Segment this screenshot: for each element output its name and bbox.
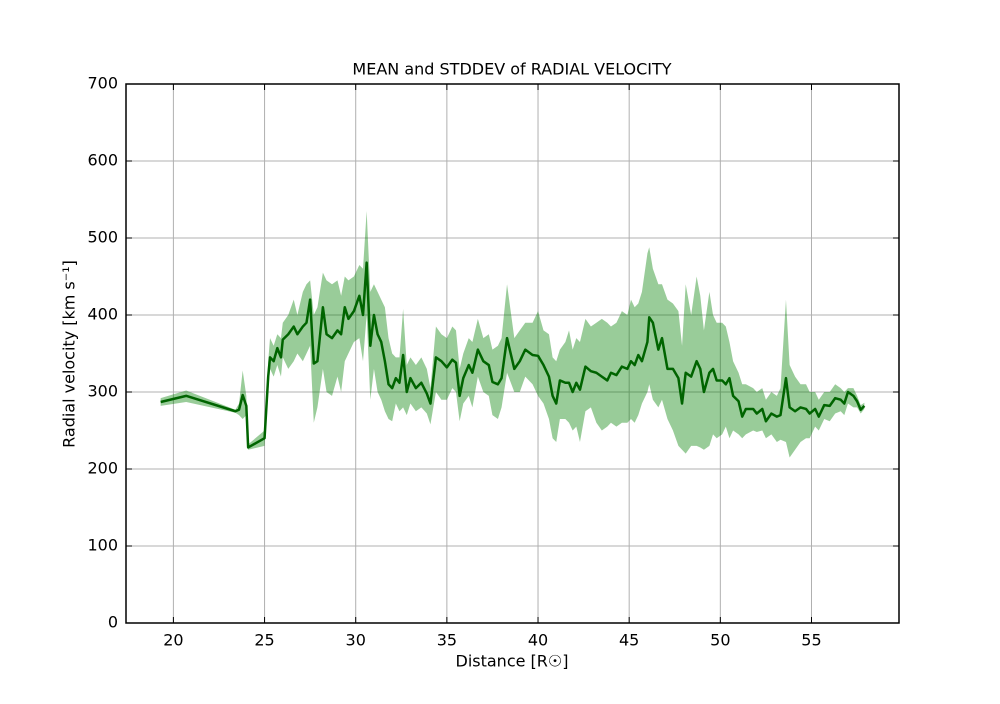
x-tick-label: 55 xyxy=(801,631,821,650)
x-tick-label: 30 xyxy=(346,631,366,650)
y-tick-label: 500 xyxy=(87,228,118,247)
y-tick-label: 700 xyxy=(87,74,118,93)
x-tick-label: 35 xyxy=(437,631,457,650)
x-tick-label: 40 xyxy=(528,631,548,650)
y-tick-label: 600 xyxy=(87,151,118,170)
x-tick-label: 50 xyxy=(710,631,730,650)
y-tick-label: 100 xyxy=(87,536,118,555)
chart-title: MEAN and STDDEV of RADIAL VELOCITY xyxy=(352,60,671,79)
y-tick-label: 0 xyxy=(108,613,118,632)
y-axis-label: Radial velocity [km s⁻¹] xyxy=(60,260,79,448)
y-tick-label: 200 xyxy=(87,459,118,478)
stddev-band xyxy=(160,211,865,458)
x-tick-label: 45 xyxy=(619,631,639,650)
y-tick-label: 300 xyxy=(87,382,118,401)
x-tick-label: 20 xyxy=(163,631,183,650)
x-tick-label: 25 xyxy=(254,631,274,650)
plot-frame xyxy=(125,83,900,624)
x-axis-label: Distance [R☉] xyxy=(456,652,569,671)
mean-line xyxy=(160,261,866,449)
y-tick-label: 400 xyxy=(87,305,118,324)
